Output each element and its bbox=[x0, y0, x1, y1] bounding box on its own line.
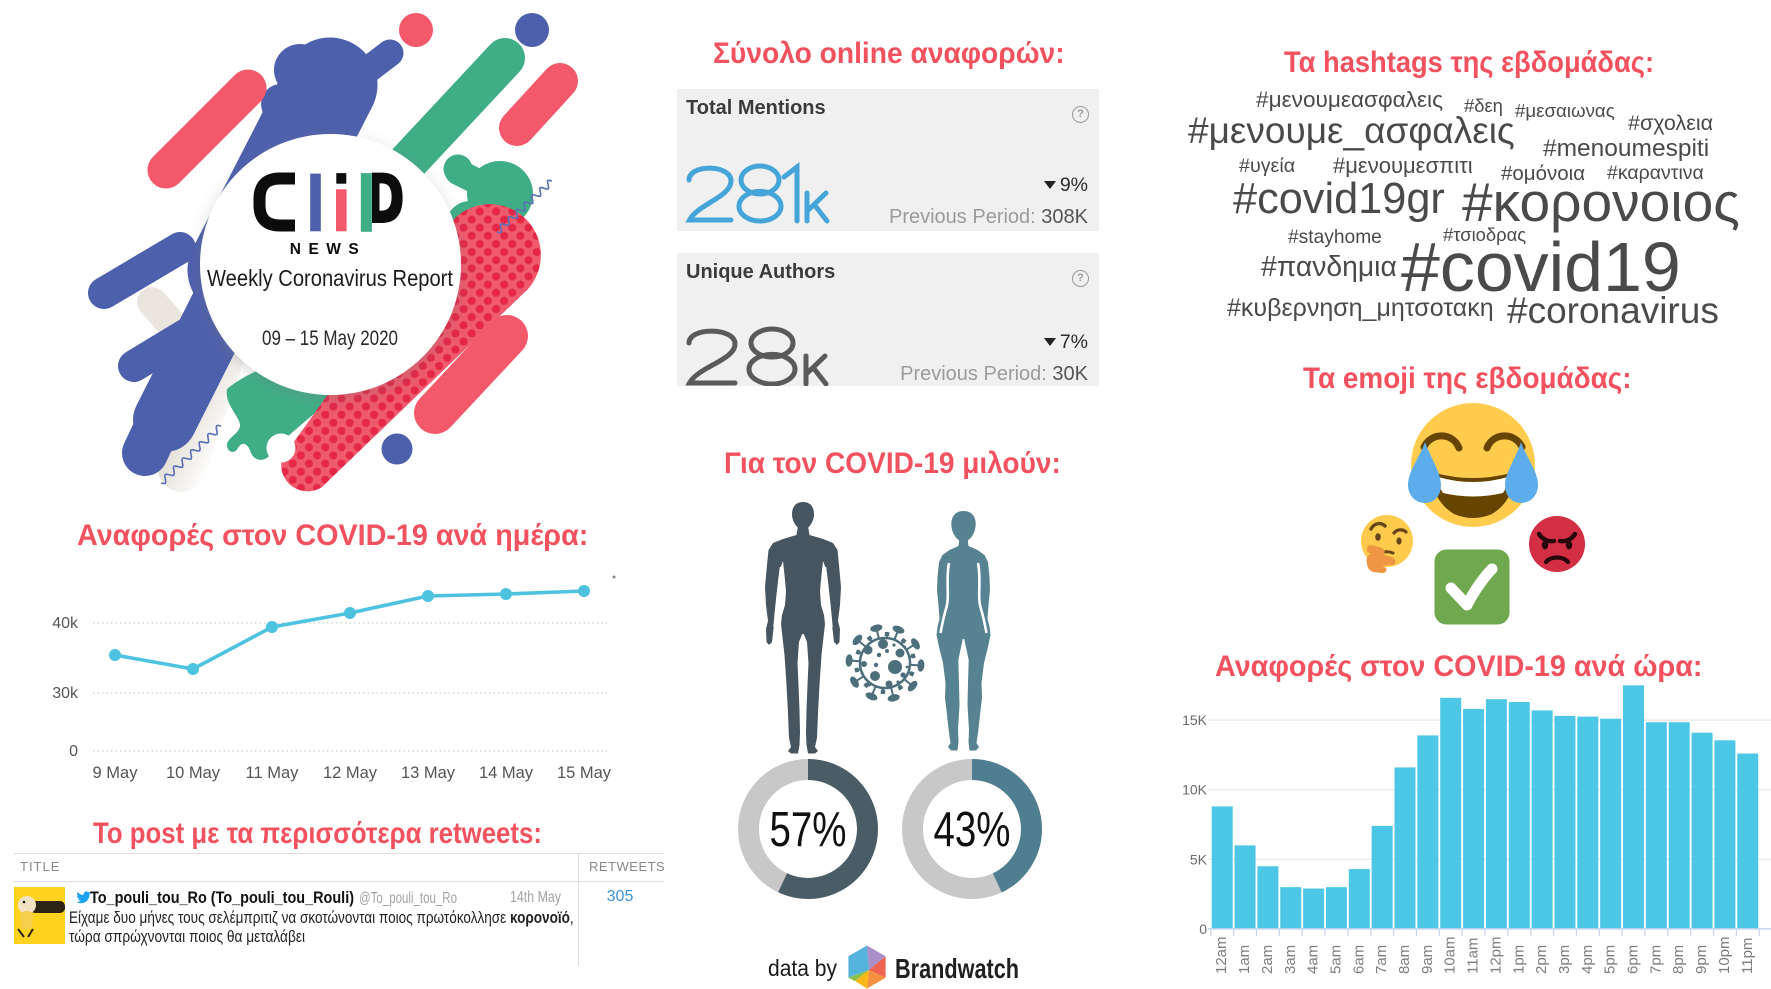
svg-text:11pm: 11pm bbox=[1739, 938, 1756, 974]
svg-text:TITLE: TITLE bbox=[20, 859, 60, 874]
svg-text:12 May: 12 May bbox=[323, 764, 378, 782]
svg-text:Brandwatch: Brandwatch bbox=[895, 953, 1019, 984]
svg-text:11am: 11am bbox=[1465, 938, 1482, 974]
svg-text:8pm: 8pm bbox=[1670, 945, 1687, 974]
svg-text:Weekly Coronavirus Report: Weekly Coronavirus Report bbox=[207, 265, 453, 291]
svg-text:57%: 57% bbox=[770, 803, 847, 857]
svg-text:0: 0 bbox=[69, 743, 78, 760]
svg-text:1am: 1am bbox=[1236, 945, 1253, 974]
svg-text:12pm: 12pm bbox=[1487, 936, 1504, 974]
svg-text:40k: 40k bbox=[52, 615, 79, 632]
svg-text:15K: 15K bbox=[1182, 712, 1208, 728]
svg-text:3pm: 3pm bbox=[1556, 945, 1573, 974]
svg-text:14 May: 14 May bbox=[479, 764, 534, 782]
svg-text:5pm: 5pm bbox=[1602, 945, 1619, 974]
svg-text:8am: 8am bbox=[1396, 945, 1413, 974]
svg-text:7pm: 7pm bbox=[1647, 945, 1664, 974]
svg-text:09 – 15 May 2020: 09 – 15 May 2020 bbox=[262, 327, 398, 350]
svg-text:43%: 43% bbox=[934, 803, 1011, 857]
svg-text:3am: 3am bbox=[1282, 945, 1299, 974]
svg-text:9pm: 9pm bbox=[1693, 945, 1710, 974]
svg-text:2pm: 2pm bbox=[1533, 945, 1550, 974]
svg-text:RETWEETS: RETWEETS bbox=[589, 859, 665, 874]
svg-text:12am: 12am bbox=[1213, 936, 1230, 974]
svg-text:4am: 4am bbox=[1305, 945, 1322, 974]
svg-text:11 May: 11 May bbox=[246, 764, 300, 782]
svg-text:data by: data by bbox=[768, 955, 837, 981]
svg-text:10pm: 10pm bbox=[1716, 936, 1733, 974]
svg-text:4pm: 4pm bbox=[1579, 945, 1596, 974]
svg-text:10 May: 10 May bbox=[166, 764, 221, 782]
svg-text:9 May: 9 May bbox=[93, 764, 139, 782]
svg-text:7am: 7am bbox=[1373, 945, 1390, 974]
svg-text:6am: 6am bbox=[1350, 945, 1367, 974]
svg-text:6pm: 6pm bbox=[1625, 945, 1642, 974]
svg-text:13 May: 13 May bbox=[401, 764, 456, 782]
svg-text:1pm: 1pm bbox=[1510, 945, 1527, 974]
svg-text:10am: 10am bbox=[1442, 936, 1459, 974]
svg-text:15 May: 15 May bbox=[557, 764, 612, 782]
svg-text:9am: 9am bbox=[1419, 945, 1436, 974]
svg-text:0: 0 bbox=[1199, 921, 1207, 937]
svg-text:30k: 30k bbox=[52, 685, 79, 702]
svg-text:5am: 5am bbox=[1327, 945, 1344, 974]
svg-text:5K: 5K bbox=[1190, 851, 1208, 867]
svg-text:NEWS: NEWS bbox=[290, 241, 367, 258]
svg-text:10K: 10K bbox=[1182, 782, 1208, 798]
svg-text:2am: 2am bbox=[1259, 945, 1276, 974]
